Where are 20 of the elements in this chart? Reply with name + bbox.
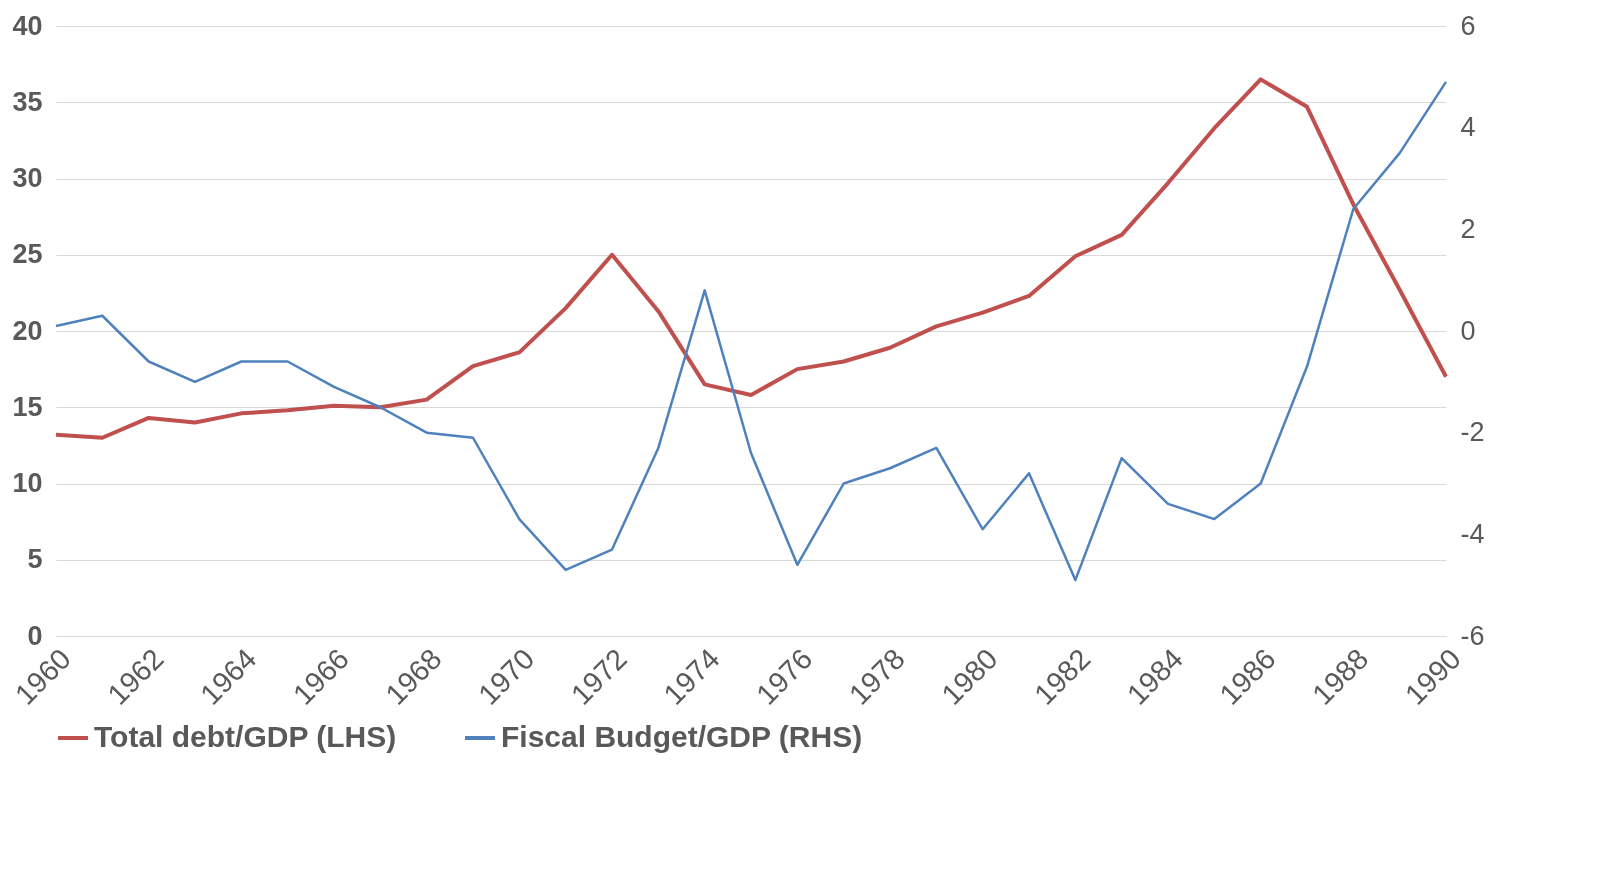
legend-label: Total debt/GDP (LHS) bbox=[94, 720, 397, 753]
legend-label: Fiscal Budget/GDP (RHS) bbox=[501, 720, 863, 753]
line-series bbox=[54, 77, 1448, 440]
y-tick-label: 25 bbox=[12, 239, 43, 270]
y2-tick-label: 4 bbox=[1460, 112, 1476, 143]
y-tick-label: 30 bbox=[12, 163, 43, 193]
y2-tick-label: 6 bbox=[1460, 10, 1476, 41]
y-tick-label: 35 bbox=[12, 86, 43, 117]
y2-tick-label: -4 bbox=[1460, 518, 1485, 549]
y-tick-label: 0 bbox=[27, 620, 43, 651]
y2-tick-label: -2 bbox=[1460, 417, 1485, 448]
y-tick-label: 15 bbox=[12, 391, 43, 422]
y2-tick-label: 2 bbox=[1460, 213, 1476, 244]
y-tick-label: 40 bbox=[12, 10, 43, 41]
y2-tick-label: -6 bbox=[1460, 620, 1485, 651]
y-tick-label: 5 bbox=[27, 544, 43, 575]
line-series bbox=[54, 80, 1448, 582]
y-tick-label: 10 bbox=[12, 468, 43, 498]
y2-tick-label: 0 bbox=[1460, 315, 1476, 346]
y-tick-label: 20 bbox=[12, 315, 43, 346]
